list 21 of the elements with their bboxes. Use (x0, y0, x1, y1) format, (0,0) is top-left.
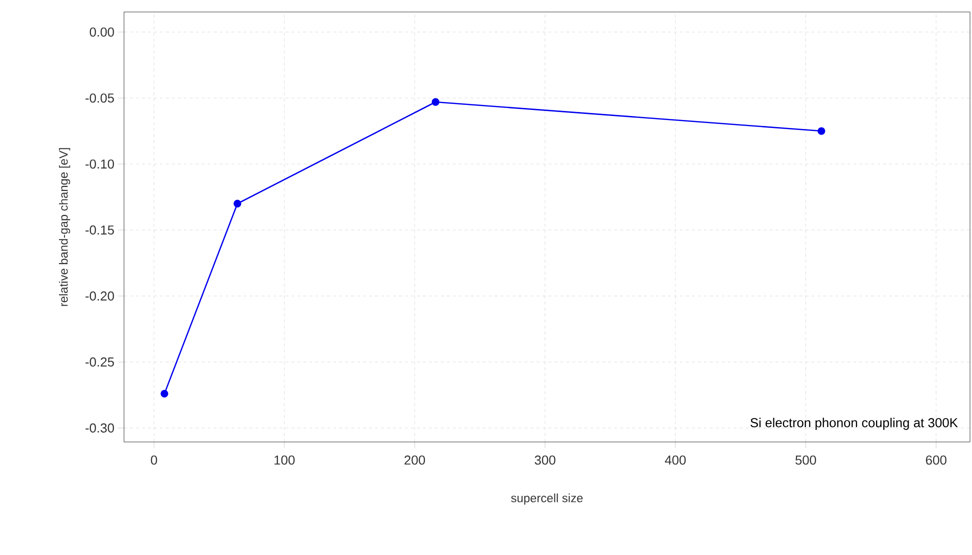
x-axis-title: supercell size (511, 494, 583, 505)
y-tick-label: -0.15 (86, 225, 114, 235)
y-tick-label: -0.05 (86, 93, 114, 103)
y-tick-label: -0.20 (86, 291, 114, 301)
x-tick-label: 200 (404, 456, 425, 465)
x-tick-label: 100 (274, 456, 295, 465)
x-tick-label: 600 (926, 456, 946, 465)
y-axis-title: relative band-gap change [eV] (58, 148, 70, 306)
annotation: Si electron phonon coupling at 300K (750, 418, 958, 430)
point (234, 200, 242, 208)
x-tick-label: 400 (664, 456, 686, 465)
y-tick-label: -0.30 (86, 423, 114, 433)
point (432, 98, 440, 106)
point (160, 390, 168, 398)
y-tick-label: -0.25 (86, 357, 114, 367)
x-tick-label: 0 (150, 456, 158, 465)
y-tick-label: -0.10 (86, 159, 114, 169)
point (818, 127, 826, 135)
x-tick-label: 500 (795, 456, 816, 465)
y-tick-label: 0.00 (90, 27, 114, 37)
x-tick-label: 300 (534, 456, 556, 465)
